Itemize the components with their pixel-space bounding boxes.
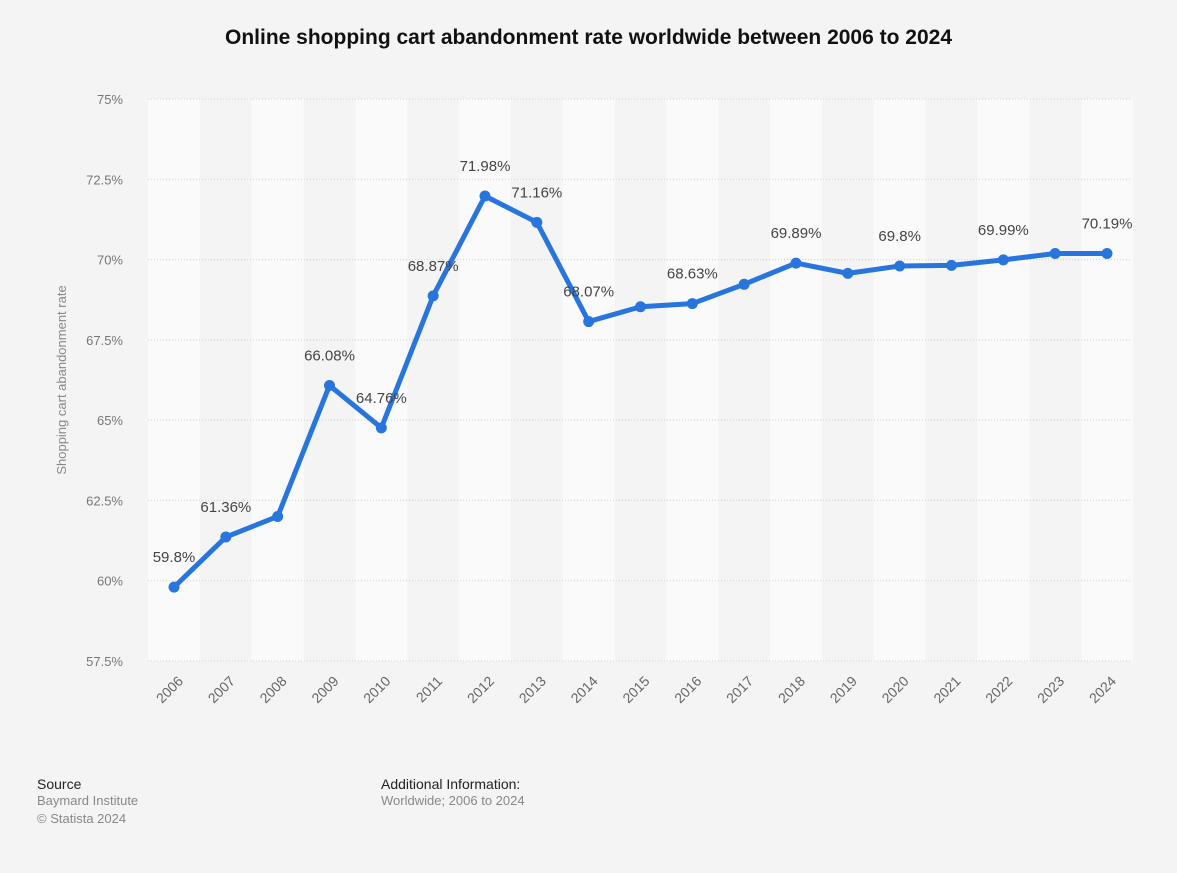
source-link[interactable]: Baymard Institute [37,793,139,808]
x-tick-label: 2017 [723,673,756,706]
x-tick-label: 2024 [1086,673,1119,706]
y-tick-label: 70% [97,253,123,268]
column-band [770,99,822,661]
x-tick-label: 2014 [567,673,600,706]
y-tick-label: 65% [97,413,123,428]
data-point [1049,247,1061,259]
data-point [1101,247,1113,259]
y-tick-label: 67.5% [86,333,123,348]
x-tick-label: 2010 [360,673,393,706]
data-point [997,254,1009,266]
data-label: 68.07% [563,284,614,301]
data-label: 69.8% [878,228,921,245]
data-point [842,267,854,279]
additional-info-text: Worldwide; 2006 to 2024 [381,793,525,808]
x-tick-label: 2007 [205,673,238,706]
data-label: 71.16% [511,184,562,201]
data-point [738,278,750,290]
data-point [583,316,595,328]
data-point [479,190,491,202]
data-point [635,301,646,313]
column-band [977,99,1030,661]
y-tick-label: 62.5% [86,493,123,508]
data-point [531,216,543,228]
data-label: 59.8% [153,549,196,566]
source-block: Source Baymard Institute © Statista 2024 [37,776,138,828]
data-label: 69.89% [771,225,822,242]
x-tick-label: 2009 [308,673,341,706]
data-label: 70.19% [1082,215,1133,232]
data-label: 61.36% [200,499,251,516]
x-tick-label: 2016 [671,673,704,706]
x-tick-label: 2021 [930,673,963,706]
column-band [666,99,719,661]
x-tick-label: 2018 [775,673,808,706]
data-point [220,531,232,543]
data-point [272,510,284,522]
data-label: 64.76% [356,390,407,407]
column-band [459,99,511,661]
data-point [894,260,906,272]
x-tick-label: 2015 [619,673,652,706]
x-tick-label: 2022 [982,673,1015,706]
chart-title: Online shopping cart abandonment rate wo… [225,26,952,49]
data-point [168,581,180,593]
data-label: 66.08% [304,347,355,364]
data-label: 68.87% [408,258,459,275]
column-band [148,99,200,661]
y-axis-label: Shopping cart abandonment rate [54,285,69,474]
data-point [427,290,439,302]
y-tick-label: 75% [97,92,123,107]
x-tick-label: 2019 [827,673,860,706]
source-heading: Source [37,776,82,792]
series-line [172,193,1107,589]
x-tick-label: 2012 [464,673,497,706]
x-tick-label: 2020 [878,673,911,706]
additional-info-heading: Additional Information: [381,776,521,792]
data-point [946,259,957,271]
data-label: 69.99% [978,222,1029,239]
y-tick-label: 60% [97,574,123,589]
y-tick-label: 72.5% [86,172,123,187]
x-tick-label: 2023 [1034,673,1067,706]
column-band [873,99,926,661]
x-tick-label: 2008 [256,673,289,706]
data-label: 68.63% [667,266,718,283]
y-tick-label: 57.5% [86,654,123,669]
data-point [686,298,698,310]
copyright: © Statista 2024 [37,811,127,826]
data-label: 71.98% [460,158,511,175]
x-tick-label: 2013 [516,673,549,706]
data-point [790,257,802,269]
x-tick-label: 2006 [153,673,186,706]
data-point [324,379,335,391]
column-band [1081,99,1133,661]
x-tick-label: 2011 [413,673,446,706]
data-point [375,422,387,434]
column-band [251,99,304,661]
additional-info-block: Additional Information: Worldwide; 2006 … [381,776,525,810]
column-band [562,99,615,661]
